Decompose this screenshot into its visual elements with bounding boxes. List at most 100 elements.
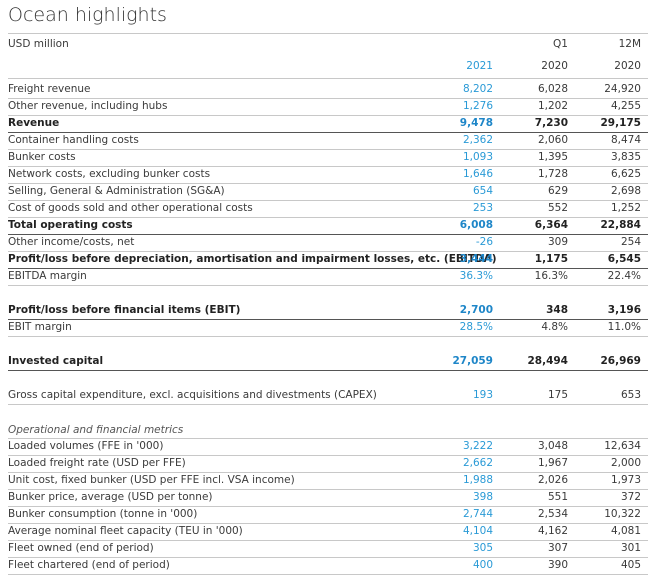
cell-value: 6,008 (459, 219, 493, 231)
cell-value: 28,494 (527, 355, 568, 367)
cell-value: 3,835 (610, 151, 641, 163)
cell-value: 11.0% (607, 321, 641, 333)
cell-value: 654 (472, 185, 493, 197)
cell-value: 2,534 (537, 508, 568, 520)
cell-value: 400 (472, 559, 493, 571)
row-label: Loaded volumes (FFE in '000) (8, 440, 164, 452)
rule (8, 505, 648, 507)
cell-value: 24,920 (604, 83, 641, 95)
rule (8, 78, 648, 79)
cell-value: 253 (472, 202, 493, 214)
cell-value: 1,202 (537, 100, 568, 112)
rule (8, 33, 648, 34)
rule (8, 335, 648, 337)
cell-value: -26 (475, 236, 493, 248)
cell-value: 2,060 (537, 134, 568, 146)
cell-value: 1,988 (462, 474, 493, 486)
rule (8, 573, 648, 575)
rule (8, 233, 648, 235)
cell-value: 398 (472, 491, 493, 503)
row-label: EBITDA margin (8, 270, 87, 282)
cell-value: 305 (472, 542, 493, 554)
row-label: EBIT margin (8, 321, 72, 333)
row-label: Average nominal fleet capacity (TEU in '… (8, 525, 243, 537)
cell-value: 348 (546, 304, 568, 316)
row-label: Profit/loss before depreciation, amortis… (8, 253, 497, 265)
cell-value: 1,967 (537, 457, 568, 469)
cell-value: 653 (620, 389, 641, 401)
cell-value: 12,634 (604, 440, 641, 452)
cell-value: 3,196 (607, 304, 641, 316)
rule (8, 369, 648, 371)
rule (8, 539, 648, 541)
rule (8, 182, 648, 184)
cell-value: 4,255 (610, 100, 641, 112)
rule (8, 454, 648, 456)
cell-value: 3,222 (462, 440, 493, 452)
rule (8, 438, 648, 439)
rule (8, 471, 648, 473)
cell-value: 372 (620, 491, 641, 503)
rule (8, 131, 648, 133)
rule (8, 403, 648, 405)
row-label: Selling, General & Administration (SG&A) (8, 185, 225, 197)
cell-value: 9,478 (459, 117, 493, 129)
row-label: Other income/costs, net (8, 236, 135, 248)
cell-value: 6,028 (537, 83, 568, 95)
row-label: Container handling costs (8, 134, 139, 146)
cell-value: 27,059 (452, 355, 493, 367)
cell-value: 1,973 (610, 474, 641, 486)
rule (8, 488, 648, 490)
row-label: Network costs, excluding bunker costs (8, 168, 211, 180)
cell-value: 8,474 (610, 134, 641, 146)
row-label: Other revenue, including hubs (8, 100, 168, 112)
cell-value: 1,093 (462, 151, 493, 163)
year-label: 2021 (466, 60, 493, 72)
period-label: Q1 (553, 38, 568, 50)
cell-value: 1,728 (537, 168, 568, 180)
rule (8, 250, 648, 252)
row-label: Revenue (8, 117, 60, 129)
rule (8, 267, 648, 269)
cell-value: 309 (547, 236, 568, 248)
cell-value: 1,395 (537, 151, 568, 163)
rule (8, 216, 648, 218)
rule (8, 522, 648, 524)
cell-value: 4,162 (537, 525, 568, 537)
rule (8, 148, 648, 150)
row-label: Loaded freight rate (USD per FFE) (8, 457, 186, 469)
cell-value: 2,026 (537, 474, 568, 486)
row-label: Cost of goods sold and other operational… (8, 202, 253, 214)
cell-value: 175 (547, 389, 568, 401)
rule (8, 318, 648, 320)
row-label: Bunker costs (8, 151, 76, 163)
cell-value: 2,362 (462, 134, 493, 146)
cell-value: 193 (472, 389, 493, 401)
rule (8, 114, 648, 116)
cell-value: 254 (620, 236, 641, 248)
row-label: Profit/loss before financial items (EBIT… (8, 304, 241, 316)
unit-label: USD million (8, 38, 69, 50)
cell-value: 3,444 (459, 253, 493, 265)
section-label: Operational and financial metrics (8, 424, 184, 436)
cell-value: 390 (547, 559, 568, 571)
rule (8, 165, 648, 167)
cell-value: 3,048 (537, 440, 568, 452)
rule (8, 97, 648, 99)
cell-value: 629 (547, 185, 568, 197)
cell-value: 1,175 (534, 253, 568, 265)
cell-value: 1,276 (462, 100, 493, 112)
cell-value: 551 (547, 491, 568, 503)
cell-value: 16.3% (534, 270, 568, 282)
cell-value: 36.3% (459, 270, 493, 282)
cell-value: 22,884 (600, 219, 641, 231)
rule (8, 556, 648, 558)
rule (8, 284, 648, 286)
row-label: Freight revenue (8, 83, 91, 95)
cell-value: 28.5% (459, 321, 493, 333)
row-label: Fleet chartered (end of period) (8, 559, 170, 571)
cell-value: 4.8% (541, 321, 568, 333)
row-label: Gross capital expenditure, excl. acquisi… (8, 389, 377, 401)
cell-value: 1,252 (610, 202, 641, 214)
